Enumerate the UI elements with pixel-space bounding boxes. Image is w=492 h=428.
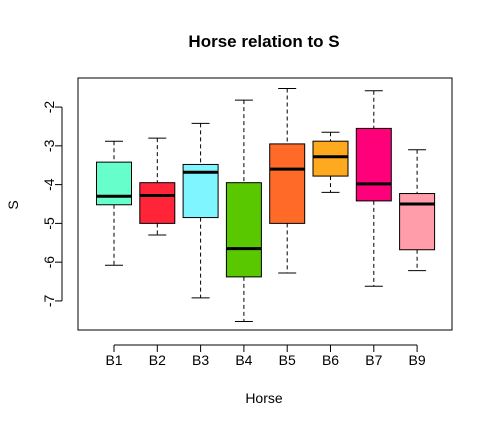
x-tick-label-2: B3 xyxy=(192,352,209,368)
x-tick-label-6: B7 xyxy=(365,352,382,368)
box-B4 xyxy=(225,182,262,278)
box-B2 xyxy=(139,182,176,224)
box-B5 xyxy=(269,143,306,224)
box-B9 xyxy=(399,193,436,251)
box-B7 xyxy=(355,127,392,202)
y-tick-label-4: -3 xyxy=(41,139,57,152)
y-tick-label-0: -7 xyxy=(41,294,57,307)
plot-frame xyxy=(77,77,453,331)
y-tick-label-2: -5 xyxy=(41,217,57,230)
x-tick-label-1: B2 xyxy=(149,352,166,368)
x-axis-label: Horse xyxy=(245,390,283,406)
y-axis-label: S xyxy=(5,200,21,209)
x-tick-label-3: B4 xyxy=(235,352,252,368)
box-B1 xyxy=(96,161,132,206)
box-B6 xyxy=(312,140,349,177)
x-axis: B1 B2 B3 B4 B5 B6 B7 B9 xyxy=(105,344,426,368)
x-tick-label-0: B1 xyxy=(105,352,122,368)
y-tick-label-1: -6 xyxy=(41,256,57,269)
x-tick-label-7: B9 xyxy=(409,352,426,368)
x-tick-label-4: B5 xyxy=(279,352,296,368)
y-axis: -7 -6 -5 -4 -3 -2 xyxy=(41,101,63,307)
x-tick-label-5: B6 xyxy=(322,352,339,368)
chart-title: Horse relation to S xyxy=(188,32,339,51)
y-tick-label-3: -4 xyxy=(41,178,57,191)
box-series xyxy=(96,87,436,322)
y-tick-label-5: -2 xyxy=(41,101,57,114)
